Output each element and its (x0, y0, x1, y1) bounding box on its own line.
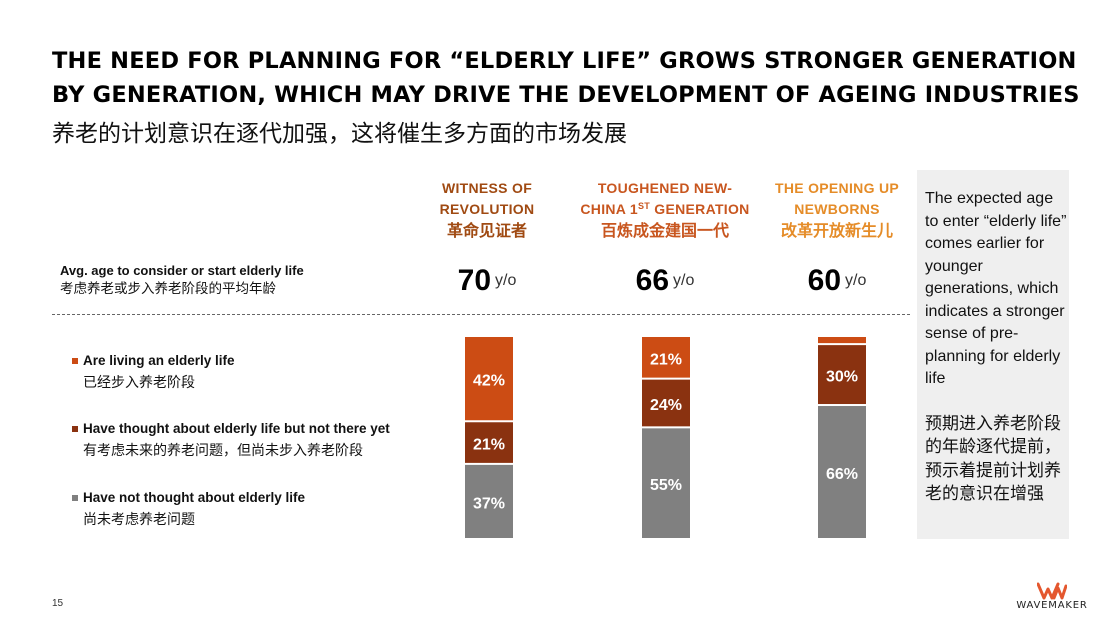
bar-segment (465, 422, 513, 463)
bar-segment (818, 406, 866, 538)
bar-data-label: 55% (650, 477, 682, 494)
legend-label-cn: 尚未考虑养老问题 (83, 512, 195, 528)
commentary-text: The expected age to enter “elderly life”… (925, 188, 1067, 507)
avg-age-witness: 70 y/o (417, 264, 557, 298)
avg-age-unit: y/o (495, 272, 517, 289)
avg-age-label-en: Avg. age to consider or start elderly li… (60, 263, 304, 278)
bar-data-label: 24% (650, 397, 682, 414)
bar-data-label: 42% (473, 373, 505, 390)
bar-data-label: 21% (473, 437, 505, 454)
bar-segment (818, 337, 866, 344)
bar-data-label: 21% (650, 351, 682, 368)
legend-label-en: Are living an elderly life (83, 353, 235, 368)
page-subtitle-cn: 养老的计划意识在逐代加强，这将催生多方面的市场发展 (52, 121, 627, 147)
avg-age-label: Avg. age to consider or start elderly li… (60, 261, 304, 299)
legend-label-cn: 有考虑未来的养老问题，但尚未步入养老阶段 (83, 443, 363, 459)
avg-age-toughened: 66 y/o (595, 264, 735, 298)
generation-header-cn: 百炼成金建国一代 (600, 221, 729, 240)
generation-header-en-line1: TOUGHENED NEW- (597, 180, 733, 196)
commentary-text-cn: 预期进入养老阶段的年龄逐代提前，预示着提前计划养老的意识在增强 (925, 413, 1061, 505)
generation-header-toughened: TOUGHENED NEW- CHINA 1ST GENERATION 百炼成金… (565, 178, 765, 241)
bar-data-label: 66% (826, 466, 858, 483)
generation-header-en-line1: THE OPENING UP (775, 180, 899, 196)
page-number: 15 (52, 598, 64, 609)
generation-header-witness: WITNESS OF REVOLUTION 革命见证者 (387, 178, 587, 241)
avg-age-value: 66 (635, 264, 670, 297)
bar-segment (642, 379, 690, 427)
bar-segment (818, 345, 866, 405)
legend-label-en: Have not thought about elderly life (83, 490, 306, 505)
avg-age-label-cn: 考虑养老或步入养老阶段的平均年龄 (60, 281, 276, 297)
avg-age-unit: y/o (845, 272, 867, 289)
bar-data-label: 30% (826, 369, 858, 386)
generation-header-en-line1: WITNESS OF (441, 180, 533, 196)
commentary-text-en: The expected age to enter “elderly life”… (925, 190, 1067, 387)
dashed-divider (52, 314, 910, 315)
commentary-panel: The expected age to enter “elderly life”… (917, 170, 1069, 539)
legend-swatch (72, 426, 78, 432)
page-title: THE NEED FOR PLANNING FOR “ELDERLY LIFE”… (52, 44, 1080, 112)
avg-age-value: 70 (457, 264, 492, 297)
avg-age-opening-up: 60 y/o (767, 264, 907, 298)
avg-age-value: 60 (807, 264, 842, 297)
legend-swatch (72, 358, 78, 364)
bar-segment (642, 337, 690, 378)
title-line-2: BY GENERATION, WHICH MAY DRIVE THE DEVEL… (52, 82, 1080, 108)
avg-age-unit: y/o (673, 272, 695, 289)
generation-header-cn: 改革开放新生儿 (780, 221, 893, 240)
legend-item-thought: Have thought about elderly life but not … (72, 417, 390, 463)
generation-header-opening-up: THE OPENING UP NEWBORNS 改革开放新生儿 (737, 178, 937, 241)
bar-segment (642, 428, 690, 538)
title-line-1: THE NEED FOR PLANNING FOR “ELDERLY LIFE”… (52, 48, 1077, 74)
bar-segment (465, 464, 513, 538)
legend-item-not-thought: Have not thought about elderly life 尚未考虑… (72, 486, 305, 532)
legend-label-cn: 已经步入养老阶段 (83, 375, 195, 391)
generation-header-cn: 革命见证者 (446, 221, 527, 240)
bar-segment (465, 337, 513, 421)
bar-data-label: 37% (473, 495, 505, 512)
generation-header-en-line2: NEWBORNS (794, 201, 880, 217)
generation-header-en-line2: REVOLUTION (439, 201, 535, 217)
legend-item-living: Are living an elderly life 已经步入养老阶段 (72, 349, 235, 395)
legend-swatch (72, 495, 78, 501)
wavemaker-logo: WAVEMAKER (1012, 582, 1092, 622)
legend-label-en: Have thought about elderly life but not … (83, 421, 390, 436)
wavemaker-logo-text: WAVEMAKER (1016, 600, 1088, 611)
generation-header-en-line2: CHINA 1ST GENERATION (580, 201, 750, 217)
wavemaker-logo-mark-icon (1037, 582, 1067, 600)
